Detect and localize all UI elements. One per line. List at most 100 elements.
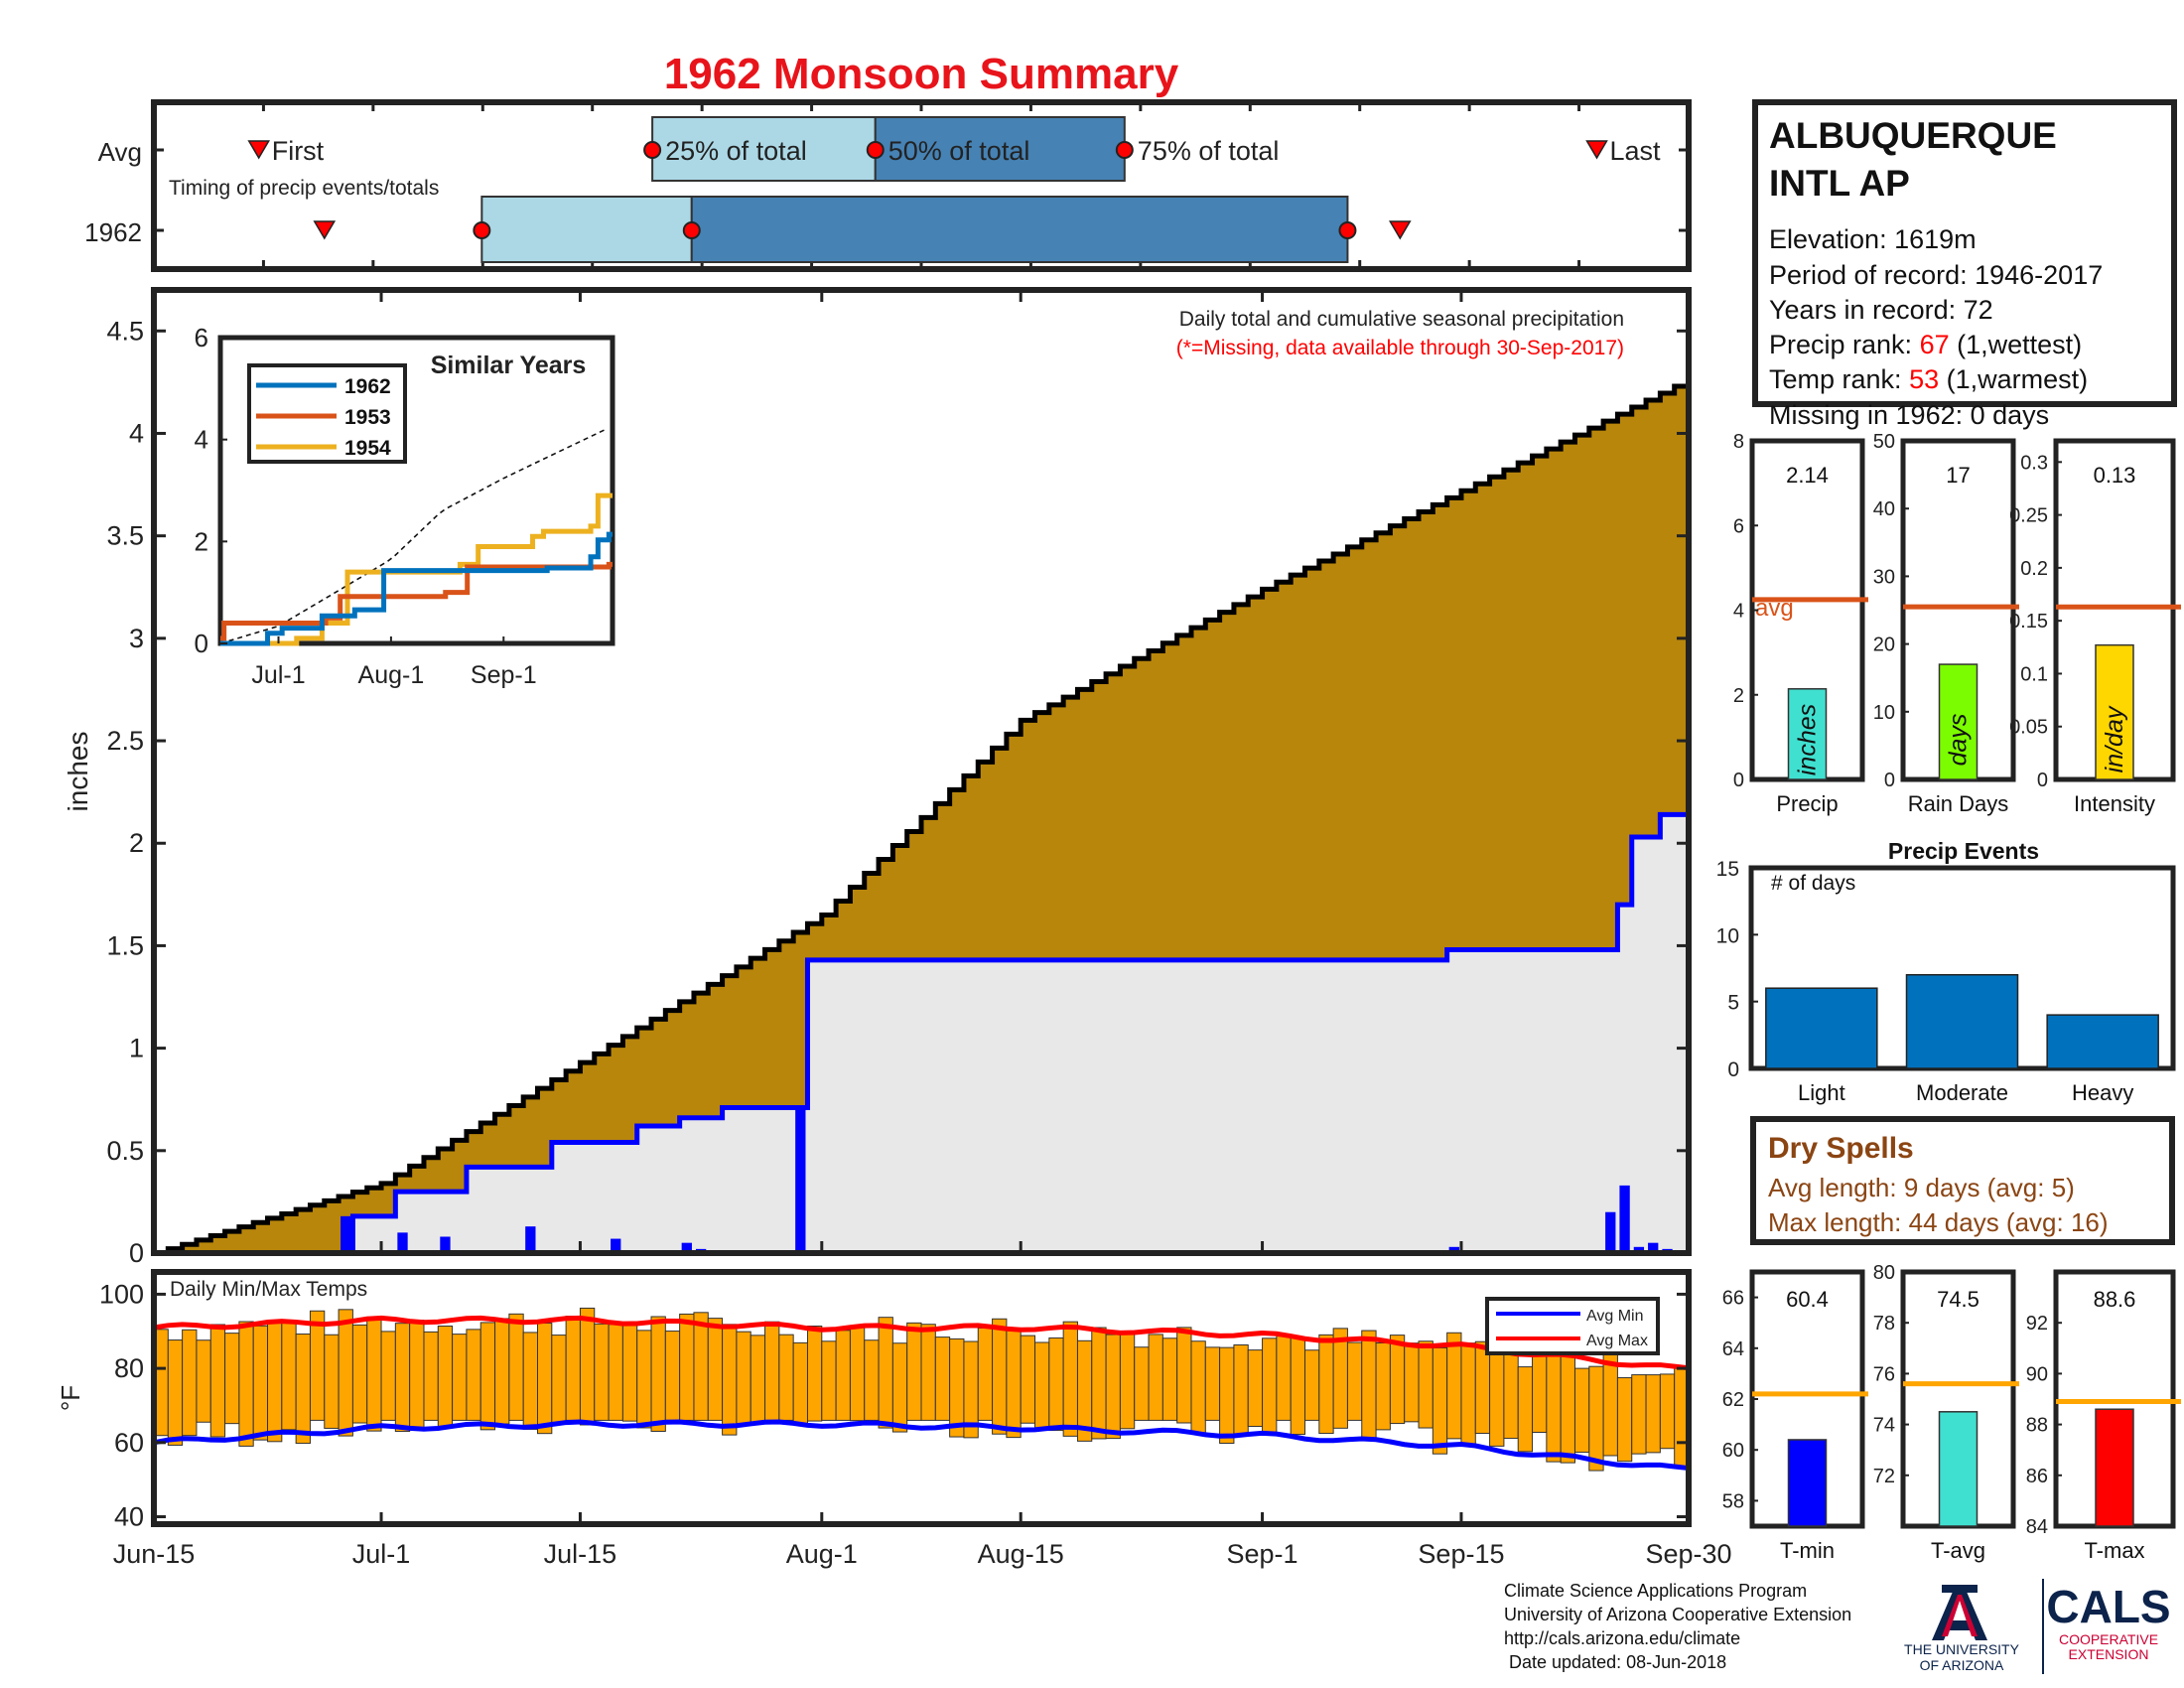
event-tick-label: 15 — [1716, 858, 1739, 881]
tstat-value: 74.5 — [1937, 1287, 1979, 1312]
stat-bar — [1938, 663, 1979, 780]
main-ytick-label: 3.5 — [106, 521, 144, 551]
daily-temp-bar — [409, 1320, 425, 1429]
daily-temp-bar — [579, 1307, 596, 1426]
daily-temp-bar — [380, 1331, 396, 1421]
inset-legend-label: 1953 — [344, 406, 391, 429]
stat-tick-label: 8 — [1733, 431, 1744, 453]
main-ytick-label: 4 — [129, 418, 144, 448]
dry-spells: Dry Spells Avg length: 9 days (avg: 5) M… — [1750, 1116, 2175, 1245]
stat-avg-text: avg — [1755, 595, 1794, 622]
stat-tick-label: 0 — [1884, 770, 1895, 791]
station-years: Years in record: 72 — [1769, 295, 1993, 325]
stat-inner-label: inches — [1794, 704, 1822, 775]
timing-marker — [866, 141, 885, 159]
daily-temp-bar — [1432, 1346, 1448, 1455]
avg-min-line — [153, 1419, 1690, 1472]
ua-line2: OF ARIZONA — [1920, 1657, 2004, 1673]
tstat-tick-label: 74 — [1873, 1415, 1895, 1437]
timing-first-label: First — [272, 136, 325, 166]
legend-avg-max: Avg Max — [1586, 1333, 1648, 1349]
station-elevation: Elevation: 1619m — [1769, 224, 1977, 254]
cals-logo[interactable]: CALS COOPERATIVE EXTENSION — [2046, 1581, 2170, 1662]
daily-temp-bar — [1318, 1334, 1334, 1435]
year-cumulative-area — [154, 814, 1689, 1253]
legend-avg-min: Avg Min — [1586, 1308, 1644, 1325]
timing-triangle — [313, 220, 337, 240]
daily-temp-bar — [324, 1334, 340, 1429]
timing-panel: Avg 1962 Timing of precip events/totals … — [84, 99, 1692, 272]
stat-tick-label: 20 — [1873, 634, 1895, 656]
xtick-label: Aug-15 — [978, 1539, 1064, 1569]
daily-temp-bar — [494, 1318, 510, 1425]
main-ytick-label: 0 — [129, 1238, 144, 1268]
daily-temp-bar — [1332, 1328, 1348, 1429]
main-ytick-label: 1 — [129, 1034, 144, 1063]
timing-75-label: 75% of total — [1138, 136, 1280, 166]
daily-temp-bar — [621, 1324, 638, 1422]
event-tick-label: 0 — [1727, 1058, 1739, 1081]
station-info: ALBUQUERQUE INTL AP Elevation: 1619m Per… — [1752, 99, 2177, 430]
daily-temp-bar — [1119, 1332, 1136, 1430]
daily-temp-bar — [167, 1339, 184, 1446]
stat-bar — [1787, 688, 1828, 780]
timing-marker — [682, 221, 701, 239]
stat-tick-label: 0.2 — [2020, 558, 2048, 580]
similar-years-inset: 0 2 4 6 Jul-1 Aug-1 Sep-1 Similar Years — [195, 323, 615, 689]
daily-temp-bar — [1006, 1329, 1022, 1439]
daily-temp-bar — [1148, 1334, 1163, 1421]
xtick-label: Sep-1 — [1227, 1539, 1298, 1569]
main-ytick-label: 3 — [129, 624, 144, 653]
timing-triangle — [247, 140, 271, 160]
daily-temp-bar — [636, 1330, 652, 1429]
daily-temp-bar — [394, 1323, 411, 1433]
tstat-tick-label: 80 — [1873, 1262, 1895, 1284]
xtick-label: Aug-1 — [786, 1539, 858, 1569]
stat-tick-label: 50 — [1873, 431, 1895, 453]
tstat-tick-label: 76 — [1873, 1363, 1895, 1385]
inset-legend-label: 1962 — [344, 375, 391, 398]
stat-value: 2.14 — [1786, 463, 1829, 488]
daily-temp-bar — [423, 1331, 439, 1421]
daily-temp-bar — [707, 1318, 724, 1421]
daily-temp-bar — [537, 1323, 553, 1435]
daily-temp-bar — [849, 1326, 866, 1422]
daily-temp-bar — [224, 1333, 240, 1425]
inset-ytick-label: 0 — [195, 629, 208, 658]
daily-temp-bar — [437, 1325, 454, 1428]
university-of-arizona-logo[interactable]: THE UNIVERSITY OF ARIZONA — [1904, 1585, 2020, 1673]
daily-precip-bar — [795, 1105, 806, 1253]
timing-marker — [1115, 141, 1134, 159]
stat-tick-label: 30 — [1873, 566, 1895, 588]
daily-temp-bar — [806, 1326, 823, 1422]
ua-line1: THE UNIVERSITY — [1904, 1641, 2020, 1657]
daily-temp-bar — [1034, 1341, 1050, 1429]
daily-temp-bar — [1219, 1346, 1235, 1445]
daily-precip-bar — [611, 1238, 621, 1253]
main-ytick-label: 4.5 — [106, 316, 144, 346]
daily-temp-bar — [1176, 1327, 1192, 1424]
stat-tick-label: 0 — [2037, 770, 2048, 791]
dry-avg: Avg length: 9 days (avg: 5) — [1768, 1173, 2075, 1202]
daily-precip-bar — [1633, 1246, 1645, 1253]
main-ytick-label: 0.5 — [106, 1136, 144, 1166]
stat-label: Rain Days — [1908, 791, 2008, 816]
temp-ytick-label: 60 — [114, 1428, 144, 1458]
tstat-tick-label: 86 — [2026, 1466, 2048, 1487]
daily-temp-bar — [992, 1318, 1008, 1435]
daily-temp-bar — [1404, 1342, 1420, 1423]
tstat-tick-label: 60 — [1722, 1440, 1744, 1462]
events-ylabel: # of days — [1771, 872, 1855, 895]
daily-temp-bar — [565, 1316, 581, 1421]
chart-title: 1962 Monsoon Summary — [664, 50, 1179, 98]
station-period: Period of record: 1946-2017 — [1769, 260, 2103, 290]
footer-line4: Date updated: 08-Jun-2018 — [1504, 1652, 1726, 1672]
daily-temp-bar — [1418, 1340, 1433, 1429]
dry-max: Max length: 44 days (avg: 16) — [1768, 1207, 2109, 1237]
daily-temp-bar — [1489, 1349, 1505, 1447]
daily-temp-bar — [252, 1325, 269, 1441]
daily-temp-bar — [1304, 1349, 1320, 1421]
tstat-value: 60.4 — [1786, 1287, 1829, 1312]
tstat-tick-label: 66 — [1722, 1288, 1744, 1310]
event-category-label: Heavy — [2072, 1080, 2133, 1105]
